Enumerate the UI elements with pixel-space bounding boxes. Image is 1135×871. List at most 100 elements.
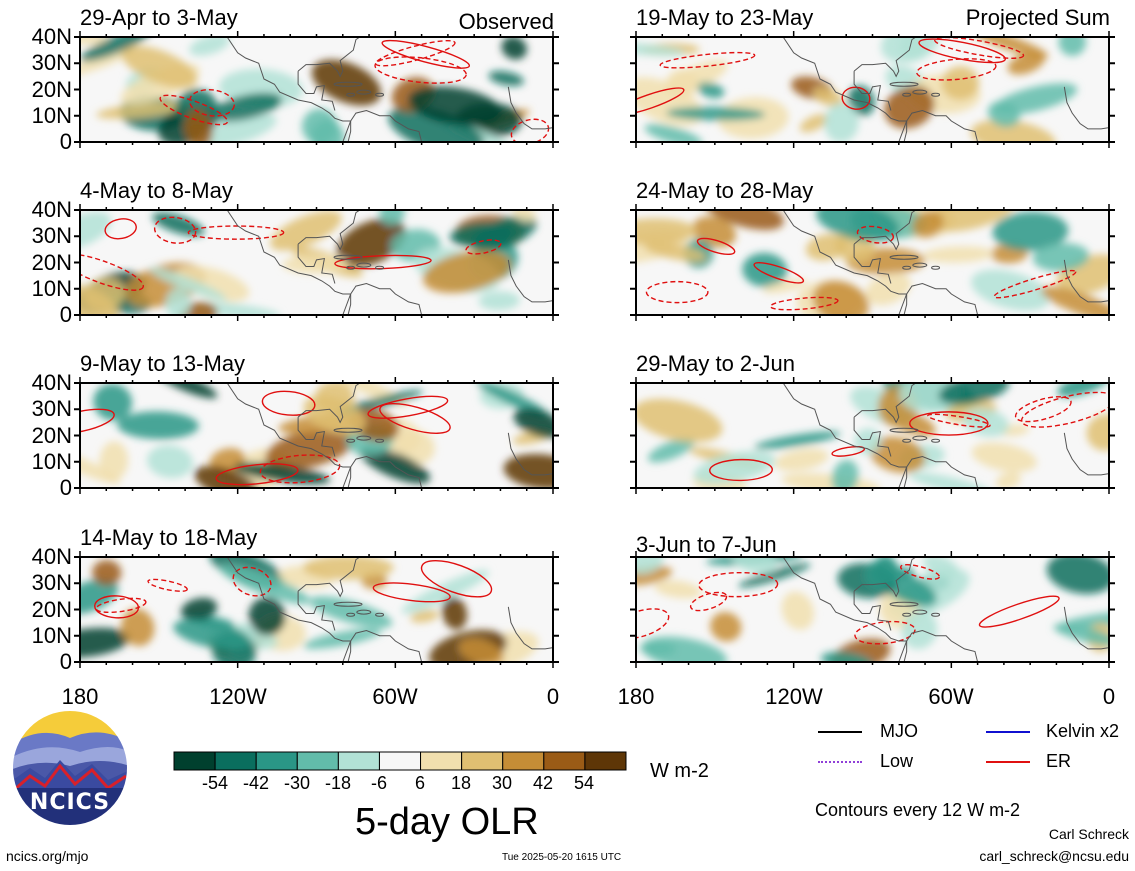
olr-panel-7 (630, 377, 1115, 494)
ytick-p2-40n: 40N (31, 197, 72, 222)
ytick-p4-10n: 10N (31, 623, 72, 648)
ncics-logo (10, 708, 130, 828)
colorbar (173, 751, 627, 771)
footer-url[interactable]: ncics.org/mjo (6, 848, 89, 864)
colorbar-tick-7: 18 (450, 773, 472, 793)
legend-label-kelvin: Kelvin x2 (1046, 721, 1120, 741)
olr-shading-7 (636, 383, 1109, 488)
colorbar-units: W m-2 (650, 760, 709, 782)
olr-shading-1 (80, 37, 530, 142)
colorbar-tick-3: -30 (283, 773, 310, 793)
colorbar-swatch-10 (543, 751, 586, 771)
colorbar-tick-9: 42 (532, 773, 554, 793)
panel-title-7: 29-May to 2-Jun (636, 351, 795, 376)
er-contours-3 (80, 390, 451, 486)
footer-timestamp: Tue 2025-05-20 1615 UTC (502, 852, 622, 863)
colorbar-swatch-5 (337, 751, 380, 771)
ytick-p4-20n: 20N (31, 597, 72, 622)
footer-author: Carl Schreck (1048, 826, 1129, 842)
legend-label-mjo: MJO (880, 721, 918, 741)
legend-line-mjo (818, 731, 862, 733)
ytick-p3-20n: 20N (31, 423, 72, 448)
ytick-p3-40n: 40N (31, 370, 72, 395)
colorbar-swatch-9 (502, 751, 545, 771)
olr-panel-3 (74, 377, 559, 494)
ytick-p4-40n: 40N (31, 544, 72, 569)
olr-panel-4 (74, 551, 559, 668)
ytick-p4-30n: 30N (31, 570, 72, 595)
ytick-p3-10n: 10N (31, 449, 72, 474)
coastlines-1 (226, 37, 553, 142)
legend-label-low: Low (880, 751, 914, 771)
er-contours-7 (709, 391, 1109, 482)
coastlines-4 (226, 557, 553, 662)
logo-text: NCICS (29, 790, 111, 815)
panel-title-4: 14-May to 18-May (80, 525, 258, 550)
olr-shading-5 (636, 37, 1087, 142)
ytick-p3-0: 0 (59, 475, 72, 500)
panel-title-2: 4-May to 8-May (80, 178, 233, 203)
olr-panel-6 (630, 204, 1115, 321)
ytick-p2-0: 0 (59, 302, 72, 327)
coastlines-8 (782, 557, 1109, 662)
legend-label-er: ER (1046, 751, 1072, 771)
colorbar-swatch-8 (461, 751, 504, 771)
ytick-p4-0: 0 (59, 649, 72, 674)
coastlines-2 (226, 210, 553, 315)
xtick-right-0: 0 (1102, 684, 1116, 709)
er-contours-5 (636, 37, 1025, 116)
panel-title-3: 9-May to 13-May (80, 351, 246, 376)
coastlines-3 (226, 383, 553, 488)
olr-shading-3 (80, 383, 553, 488)
coastlines-5 (782, 37, 1109, 142)
colorbar-swatch-1 (173, 751, 216, 771)
colorbar-tick-6: 6 (414, 773, 425, 793)
er-contours-4 (94, 559, 493, 619)
footer-email[interactable]: carl_schreck@ncsu.edu (979, 848, 1129, 864)
xtick-left-120w: 120W (209, 684, 267, 709)
panel-title-8: 3-Jun to 7-Jun (636, 532, 777, 557)
colorbar-tick-4: -18 (324, 773, 351, 793)
colorbar-tick-5: -6 (370, 773, 387, 793)
xtick-left-0: 0 (546, 684, 560, 709)
legend-line-kelvin (986, 731, 1030, 733)
ytick-p1-20n: 20N (31, 77, 72, 102)
olr-panel-8 (630, 551, 1115, 668)
olr-shading-8 (636, 557, 1109, 662)
olr-panel-5 (630, 31, 1115, 148)
colorbar-tick-2: -42 (242, 773, 269, 793)
colorbar-swatch-7 (420, 751, 463, 771)
ytick-p2-30n: 30N (31, 223, 72, 248)
ytick-p1-40n: 40N (31, 24, 72, 49)
ytick-p3-30n: 30N (31, 396, 72, 421)
colorbar-swatch-6 (378, 751, 422, 771)
colorbar-swatch-2 (214, 751, 257, 771)
panel-title-5: 19-May to 23-May (636, 5, 814, 30)
olr-shading-6 (636, 210, 1109, 315)
legend-line-er (986, 761, 1030, 763)
olr-panel-1 (74, 31, 559, 148)
ytick-p1-10n: 10N (31, 103, 72, 128)
xtick-right-60w: 60W (928, 684, 974, 709)
olr-shading-4 (80, 557, 539, 662)
er-contours-8 (636, 564, 1060, 645)
ytick-p1-0: 0 (59, 129, 72, 154)
colorbar-swatch-11 (584, 751, 627, 771)
legend-line-low (818, 761, 862, 763)
colorbar-swatch-3 (255, 751, 298, 771)
ytick-p1-30n: 30N (31, 50, 72, 75)
ytick-p2-10n: 10N (31, 276, 72, 301)
colorbar-tick-1: -54 (201, 773, 228, 793)
panel-title-6: 24-May to 28-May (636, 178, 814, 203)
xtick-right-120w: 120W (765, 684, 823, 709)
colorbar-swatch-4 (296, 751, 339, 771)
panel-label-projected: Projected Sum (965, 5, 1110, 30)
contour-note: Contours every 12 W m-2 (815, 800, 1021, 820)
olr-panel-2 (74, 204, 559, 321)
xtick-left-60w: 60W (372, 684, 418, 709)
colorbar-tick-8: 30 (491, 773, 513, 793)
ytick-p2-20n: 20N (31, 250, 72, 275)
xtick-right-180: 180 (617, 684, 655, 709)
